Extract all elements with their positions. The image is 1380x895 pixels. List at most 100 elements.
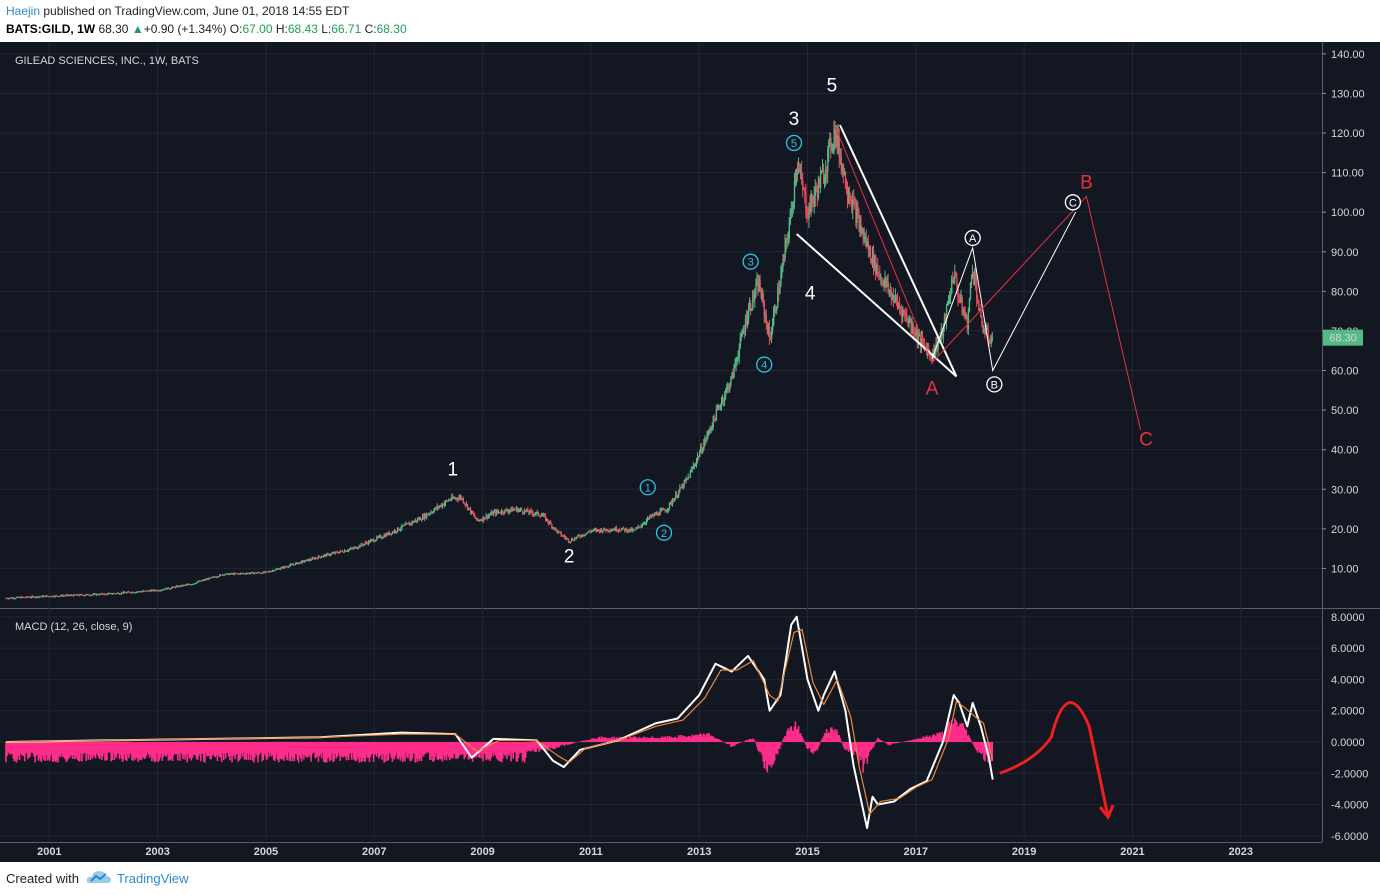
- candle-body: [613, 529, 616, 531]
- candle-body: [584, 534, 586, 536]
- candle-body: [389, 533, 392, 535]
- candle-body: [756, 280, 758, 285]
- candle-body: [368, 541, 371, 543]
- candle-body: [372, 539, 374, 541]
- candle-body: [452, 496, 454, 499]
- candle-body: [213, 576, 216, 578]
- candle-body: [728, 385, 730, 390]
- candle-body: [987, 328, 989, 340]
- candle-body: [88, 595, 91, 597]
- candle-body: [920, 337, 923, 346]
- candle-body: [975, 273, 977, 284]
- candle-body: [231, 573, 233, 575]
- candle-body: [199, 580, 201, 582]
- candle-body: [764, 315, 767, 317]
- candle-body: [391, 531, 394, 535]
- candle-body: [989, 342, 991, 344]
- candle-body: [754, 294, 756, 300]
- candle-body: [494, 511, 497, 515]
- candle-body: [184, 585, 186, 587]
- candle-body: [182, 585, 184, 587]
- candle-body: [22, 596, 24, 598]
- candle-body: [632, 529, 634, 532]
- candle-body: [194, 583, 196, 585]
- candle-body: [914, 333, 917, 335]
- candle-body: [533, 514, 535, 516]
- candle-body: [772, 325, 774, 332]
- candle-body: [280, 567, 282, 569]
- candle-body: [801, 171, 803, 181]
- candle-body: [316, 557, 319, 559]
- candle-body: [144, 590, 146, 592]
- candle-body: [251, 572, 253, 574]
- candle-body: [748, 308, 750, 319]
- candle-body: [40, 595, 43, 597]
- wave-label: B: [1080, 172, 1093, 193]
- candle-body: [774, 306, 776, 315]
- candle-body: [61, 595, 64, 597]
- candle-body: [789, 211, 792, 225]
- wave-circle-marker: [1064, 194, 1082, 211]
- wave-label: 2: [564, 546, 575, 567]
- candle-body: [960, 297, 962, 302]
- macd-tick-label: 0.0000: [1331, 737, 1365, 749]
- last-price-badge-label: 68.30: [1329, 333, 1357, 345]
- candle-body: [489, 514, 492, 516]
- candle-body: [522, 510, 524, 513]
- candle-body: [123, 591, 125, 594]
- wave-label: C: [1139, 430, 1153, 451]
- open-value: 67.00: [242, 22, 273, 36]
- candle-body: [767, 326, 770, 334]
- candle-body: [424, 513, 426, 519]
- candle-body: [312, 557, 315, 559]
- candle-body: [732, 372, 734, 378]
- candle-body: [190, 584, 193, 586]
- candle-body: [9, 597, 11, 599]
- candle-body: [105, 593, 107, 595]
- candle-body: [711, 427, 713, 429]
- candle-body: [342, 552, 345, 554]
- candle-body: [149, 590, 151, 592]
- tradingview-link[interactable]: TradingView: [117, 871, 189, 886]
- candle-body: [681, 485, 683, 489]
- candle-body: [78, 595, 80, 597]
- candle-body: [323, 555, 325, 557]
- candle-body: [574, 537, 576, 541]
- candle-body: [526, 509, 528, 512]
- candle-body: [664, 510, 667, 512]
- candle-body: [150, 590, 152, 592]
- candle-body: [410, 522, 412, 524]
- candle-body: [982, 325, 984, 332]
- candle-body: [662, 508, 664, 510]
- candle-body: [212, 576, 215, 578]
- candle-body: [461, 498, 463, 500]
- candle-body: [406, 523, 408, 525]
- candle-body: [46, 595, 48, 597]
- candle-body: [332, 552, 334, 554]
- candle-body: [289, 564, 292, 566]
- candle-body: [915, 330, 918, 335]
- wave-circle-marker: [964, 229, 981, 247]
- candle-body: [243, 573, 246, 575]
- candle-body: [768, 326, 771, 338]
- candle-body: [437, 506, 440, 508]
- candle-body: [54, 595, 56, 597]
- candle-body: [870, 259, 873, 264]
- candle-body: [192, 583, 195, 585]
- candle-body: [12, 597, 15, 599]
- candle-body: [252, 572, 254, 574]
- change-value: +0.90 (+1.34%): [143, 22, 227, 36]
- candle-body: [237, 573, 240, 575]
- candle-body: [166, 587, 169, 590]
- candle-body: [492, 512, 495, 515]
- candle-body: [398, 527, 400, 531]
- candle-body: [458, 497, 460, 500]
- author-link[interactable]: Haejin: [6, 4, 41, 18]
- wave-circle-marker: [756, 356, 773, 373]
- candle-body: [831, 148, 833, 151]
- candle-body: [969, 283, 972, 299]
- candle-body: [951, 279, 953, 294]
- candle-body: [891, 295, 894, 300]
